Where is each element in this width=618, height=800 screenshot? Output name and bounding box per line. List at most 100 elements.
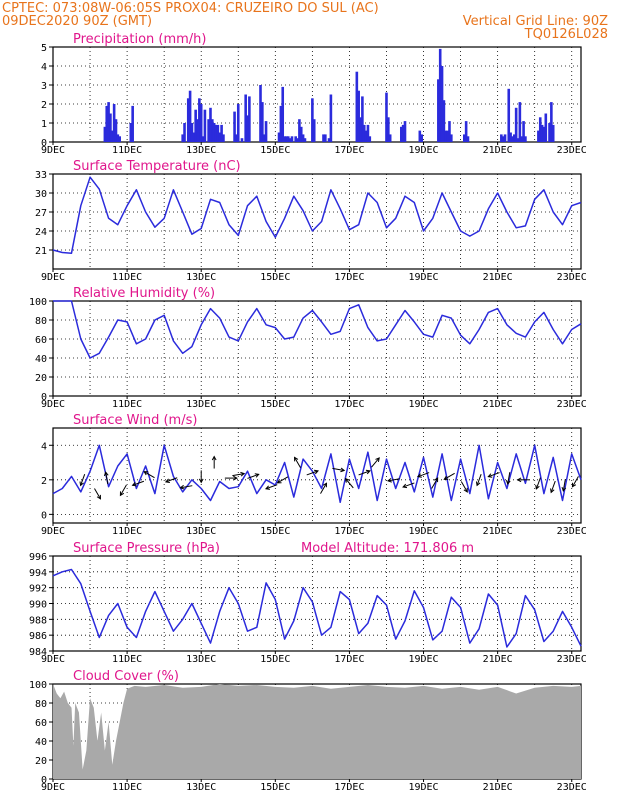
precip-bar [522,121,525,142]
wind-vector-head [386,477,392,483]
x-tick-label: 11DEC [112,272,142,283]
wind-vector-head [143,471,149,476]
precip-bar [540,124,544,142]
precip-bar [437,79,440,142]
panel-frame [52,427,582,524]
y-tick-label: 40 [35,737,47,748]
x-tick-label: 23DEC [557,654,587,665]
wind-vector-shaft [507,472,511,485]
precip-bar [324,134,327,142]
x-tick-label: 9DEC [41,526,65,537]
y-tick-label: 2 [41,100,47,111]
wind-vector-head [119,491,125,497]
precip-bar [288,138,292,142]
wind-vector-head [516,477,522,483]
y-tick-label: 984 [29,647,47,658]
precip-bar [357,90,360,142]
x-tick-label: 23DEC [557,272,587,283]
precip-bar [516,138,520,142]
precip-bar [285,136,288,142]
wind-vector-head [416,473,422,478]
y-tick-label: 996 [29,552,47,563]
precip-bar [198,98,201,142]
wind-vector-shaft [277,476,289,484]
precip-bar [368,136,372,142]
y-tick-label: 40 [35,354,47,365]
precip-bar [279,105,283,142]
x-tick-label: 17DEC [334,654,364,665]
y-tick-label: 100 [29,680,47,691]
y-tick-label: 988 [29,615,47,626]
wind-vector-head [322,482,328,488]
precip-bar [112,104,116,142]
precip-bar [446,130,449,142]
wind-vector-shaft [320,483,327,494]
wind-vector-shaft [94,488,101,500]
precip-bar [503,134,507,142]
precip-bar [462,134,466,142]
y-tick-label: 1 [41,119,47,130]
wind-vector-shaft [105,472,109,485]
precip-bar [107,102,110,142]
precip-bar [203,109,207,142]
header-grid-note: Vertical Grid Line: 90Z [462,14,608,29]
precip-bar [286,136,290,142]
y-tick-label: 24 [35,227,47,238]
wind-vector-head [164,478,170,483]
precip-bar [264,121,268,142]
precip-bar [222,134,225,142]
panel-frame [52,46,582,143]
precip-bar [283,136,286,142]
x-tick-label: 21DEC [483,145,513,156]
precip-bar [520,136,524,142]
x-tick-label: 13DEC [186,654,216,665]
panel-title: Cloud Cover (%) [73,669,179,684]
y-tick-label: 80 [35,699,47,710]
wind-vector-shaft [306,470,319,476]
precip-bar [192,132,196,142]
precip-bar [296,138,299,142]
x-tick-label: 21DEC [483,782,513,793]
x-tick-label: 15DEC [260,782,290,793]
precip-bar [366,124,370,142]
precip-bar [507,88,511,142]
precip-bar [399,126,403,142]
precip-bar [298,119,301,142]
precip-bar [281,86,285,142]
panel-title: Surface Wind (m/s) [73,413,197,428]
precip-bar [509,132,512,142]
precip-bar [196,119,199,142]
precip-bar [466,136,470,142]
precip-bar [303,138,307,142]
x-tick-label: 21DEC [483,272,513,283]
precip-bar [186,98,190,142]
x-tick-label: 11DEC [112,526,142,537]
precip-bar [440,66,444,142]
precip-bar [518,102,522,142]
precip-bar [551,124,555,142]
wind-vector-head [402,483,408,489]
y-tick-label: 100 [29,297,47,308]
wind-vector-shaft [431,477,439,489]
precip-bar [524,136,527,142]
precip-bar [220,124,223,142]
series-line [52,568,582,648]
precip-bar [201,136,205,142]
x-tick-label: 23DEC [557,145,587,156]
wind-vector-shaft [488,472,500,478]
y-tick-label: 986 [29,631,47,642]
precip-bar [420,134,423,142]
wind-vector-shaft [444,472,455,480]
panel-title: Relative Humidity (%) [73,286,215,301]
precip-bar [190,123,194,142]
precip-bar [214,124,218,142]
wind-vector-shaft [402,482,415,488]
x-tick-label: 17DEC [334,399,364,410]
wind-vector-shaft [119,484,127,496]
wind-vector-shaft [476,474,482,486]
x-tick-label: 17DEC [334,272,364,283]
wind-vector-head [96,494,101,500]
wind-vector-shaft [562,479,566,491]
x-tick-label: 21DEC [483,654,513,665]
x-tick-label: 15DEC [260,272,290,283]
